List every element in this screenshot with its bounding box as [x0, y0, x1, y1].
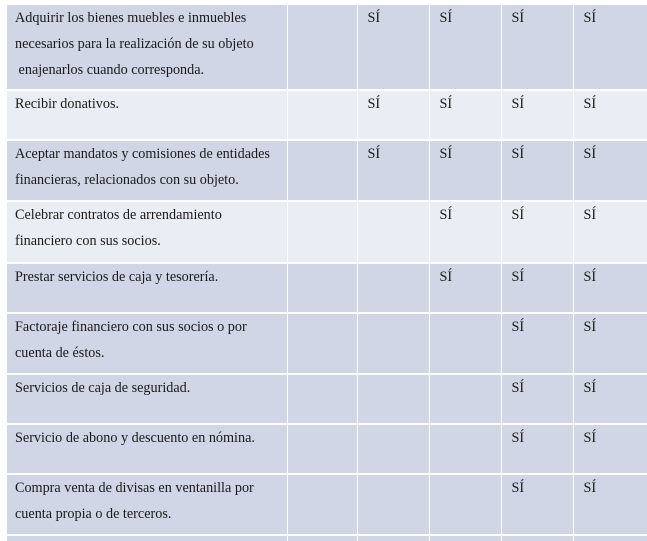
services-table: Adquirir los bienes muebles e inmuebles n… [7, 5, 647, 541]
empty-cell [287, 424, 358, 475]
table-row: Celebrar contratos de arrendamiento finan… [7, 201, 647, 264]
services-table-container: Adquirir los bienes muebles e inmuebles n… [7, 5, 647, 541]
empty-cell [287, 474, 358, 536]
empty-cell [287, 535, 358, 541]
availability-cell: SÍ [429, 140, 502, 202]
availability-cell: SÍ [429, 263, 502, 314]
availability-cell: SÍ [501, 313, 574, 375]
availability-cell: SÍ [501, 424, 574, 475]
description-line: Servicio de abono y descuento en nómina. [15, 430, 255, 446]
availability-cell: SÍ [573, 424, 647, 475]
row-description-cell: Adquirir los bienes muebles e inmuebles n… [7, 5, 288, 91]
availability-cell: SÍ [573, 374, 647, 425]
description-line: Compra venta de divisas en ventanilla po… [15, 480, 254, 496]
empty-cell [573, 535, 647, 541]
row-description-cell: Servicio de abono y descuento en nómina. [7, 424, 288, 475]
availability-cell: SÍ [357, 5, 430, 91]
empty-cell [287, 374, 358, 425]
table-row: Aceptar mandatos y comisiones de entidad… [7, 140, 647, 202]
empty-cell [287, 140, 358, 202]
description-line: necesarios para la realización de su obj… [15, 36, 254, 52]
description-line: financieras, relacionados con su objeto. [15, 172, 239, 188]
availability-cell: SÍ [501, 5, 574, 91]
description-line: enajenarlos cuando corresponda. [15, 62, 205, 78]
availability-cell: SÍ [429, 90, 502, 141]
row-description-cell: Factoraje financiero con sus socios o po… [7, 313, 288, 375]
availability-cell: SÍ [429, 5, 502, 91]
availability-cell [429, 424, 502, 475]
availability-cell [357, 263, 430, 314]
description-line: Adquirir los bienes muebles e inmuebles [15, 10, 247, 26]
availability-cell: SÍ [501, 90, 574, 141]
empty-cell [287, 313, 358, 375]
row-description-cell: Celebrar contratos de arrendamiento finan… [7, 201, 288, 264]
empty-cell [357, 535, 430, 541]
availability-cell: SÍ [501, 263, 574, 314]
description-line: cuenta de éstos. [15, 345, 105, 361]
availability-cell: SÍ [573, 90, 647, 141]
table-row: Servicio de abono y descuento en nómina.… [7, 424, 647, 475]
table-row: Compra venta de divisas en ventanilla po… [7, 474, 647, 536]
table-row: Adquirir los bienes muebles e inmuebles n… [7, 5, 647, 91]
row-description-cell: Servicios de caja de seguridad. [7, 374, 288, 425]
availability-cell [429, 474, 502, 536]
availability-cell [357, 201, 430, 264]
empty-cell [287, 201, 358, 264]
row-description-cell: Prestar servicios de caja y tesorería. [7, 263, 288, 314]
empty-cell [287, 5, 358, 91]
availability-cell: SÍ [501, 474, 574, 536]
description-line: financiero con sus socios. [15, 233, 161, 249]
table-row: Factoraje financiero con sus socios o po… [7, 313, 647, 375]
availability-cell: SÍ [429, 201, 502, 264]
description-line: Aceptar mandatos y comisiones de entidad… [15, 146, 270, 162]
availability-cell: SÍ [501, 374, 574, 425]
table-row: Recibir donativos. SÍ SÍ SÍ SÍ [7, 90, 647, 141]
availability-cell: SÍ [573, 140, 647, 202]
description-line: Celebrar contratos de arrendamiento [15, 207, 222, 223]
availability-cell: SÍ [573, 474, 647, 536]
description-line: Factoraje financiero con sus socios o po… [15, 319, 247, 335]
availability-cell: SÍ [573, 201, 647, 264]
row-description-cell: Recibir donativos. [7, 90, 288, 141]
description-line: cuenta propia o de terceros. [15, 506, 172, 522]
availability-cell [357, 474, 430, 536]
row-description-cell: Aceptar mandatos y comisiones de entidad… [7, 140, 288, 202]
availability-cell: SÍ [573, 313, 647, 375]
table-row: Prestar servicios de caja y tesorería. SÍ… [7, 263, 647, 314]
empty-cell [501, 535, 574, 541]
availability-cell [357, 424, 430, 475]
availability-cell [429, 374, 502, 425]
availability-cell: SÍ [501, 140, 574, 202]
availability-cell: SÍ [573, 263, 647, 314]
table-row: Servicios de caja de seguridad. SÍ SÍ [7, 374, 647, 425]
description-line: Servicios de caja de seguridad. [15, 380, 191, 396]
availability-cell: SÍ [357, 90, 430, 141]
availability-cell: SÍ [357, 140, 430, 202]
table-body: Adquirir los bienes muebles e inmuebles n… [7, 5, 647, 541]
description-line: Prestar servicios de caja y tesorería. [15, 269, 219, 285]
table-row-partial [7, 535, 647, 541]
availability-cell [357, 313, 430, 375]
empty-cell [429, 535, 502, 541]
empty-cell [287, 263, 358, 314]
availability-cell: SÍ [501, 201, 574, 264]
empty-cell [7, 535, 288, 541]
row-description-cell: Compra venta de divisas en ventanilla po… [7, 474, 288, 536]
availability-cell [357, 374, 430, 425]
availability-cell [429, 313, 502, 375]
availability-cell: SÍ [573, 5, 647, 91]
empty-cell [287, 90, 358, 141]
description-line: Recibir donativos. [15, 96, 120, 112]
